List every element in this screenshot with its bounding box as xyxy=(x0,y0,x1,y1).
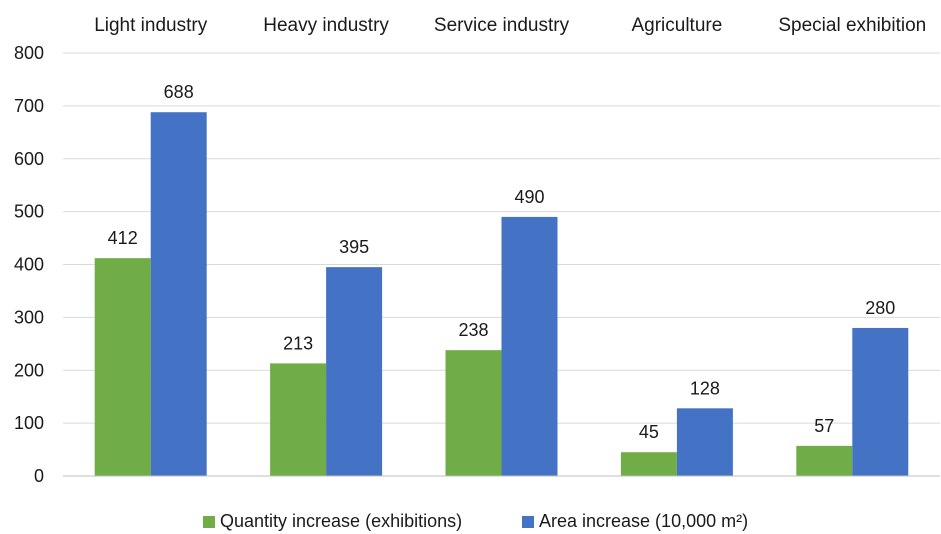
legend-label: Area increase (10,000 m²) xyxy=(539,511,748,531)
data-label: 688 xyxy=(164,82,194,102)
y-tick-label: 500 xyxy=(14,202,44,222)
bar-quantity xyxy=(620,452,677,476)
y-tick-label: 600 xyxy=(14,149,44,169)
bar-area xyxy=(150,112,207,476)
bar-area xyxy=(852,327,909,476)
y-tick-label: 0 xyxy=(34,466,44,486)
data-label: 213 xyxy=(283,333,313,353)
data-label: 395 xyxy=(339,237,369,257)
legend: Quantity increase (exhibitions) Area incr… xyxy=(203,511,748,531)
category-label: Light industry xyxy=(94,15,208,36)
data-label: 45 xyxy=(639,422,659,442)
legend-swatch xyxy=(522,516,534,528)
category-label: Special exhibition xyxy=(778,15,926,36)
y-tick-label: 400 xyxy=(14,255,44,275)
bar-quantity xyxy=(445,350,502,476)
bar-area xyxy=(676,408,733,476)
bar-area xyxy=(326,267,383,476)
data-label: 412 xyxy=(108,228,138,248)
bar-quantity xyxy=(796,445,853,476)
data-labels: 412 688 213 395 238 490 45 128 57 280 xyxy=(108,82,896,442)
y-tick-label: 700 xyxy=(14,96,44,116)
data-label: 57 xyxy=(814,416,834,436)
data-label: 238 xyxy=(458,320,488,340)
y-axis-tick-labels: 0 100 200 300 400 500 600 700 800 xyxy=(14,43,44,486)
legend-label: Quantity increase (exhibitions) xyxy=(220,511,462,531)
y-tick-label: 100 xyxy=(14,413,44,433)
bar-area xyxy=(501,216,558,476)
bar-quantity xyxy=(270,363,327,476)
y-tick-label: 300 xyxy=(14,307,44,327)
category-labels: Light industry Heavy industry Service indu… xyxy=(94,15,926,36)
data-label: 490 xyxy=(514,187,544,207)
legend-swatch xyxy=(203,516,215,528)
data-label: 128 xyxy=(690,378,720,398)
y-tick-label: 800 xyxy=(14,43,44,63)
y-tick-label: 200 xyxy=(14,360,44,380)
bars xyxy=(94,112,909,476)
category-label: Heavy industry xyxy=(263,15,389,36)
data-label: 280 xyxy=(865,298,895,318)
category-label: Service industry xyxy=(434,15,570,36)
bar-quantity xyxy=(94,258,151,476)
category-label: Agriculture xyxy=(631,15,722,36)
